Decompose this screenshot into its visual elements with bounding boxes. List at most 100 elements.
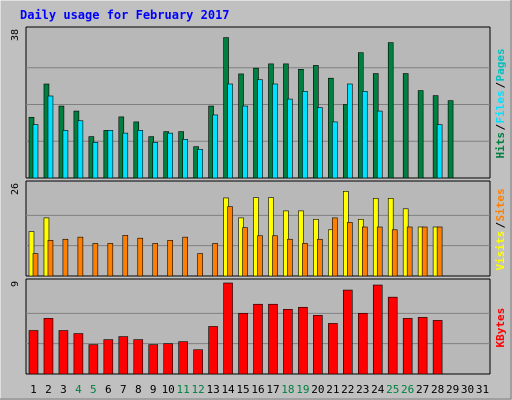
x-tick-day-19: 19 (296, 383, 309, 396)
bar-hits-day-29 (447, 100, 454, 179)
x-axis: 1 2 3 4 5 6 7 8 9 10 11 12 13 14 15 16 17 18 19 20 21 22 23 24 2… (30, 383, 489, 396)
bar-sites-day-6 (107, 243, 114, 277)
x-tick-day-12: 12 (192, 383, 205, 396)
bar-hits-day-25 (387, 42, 394, 179)
bar-kbytes-day-28 (432, 320, 443, 375)
bar-hits-day-26 (402, 73, 409, 179)
bar-files-day-2 (47, 95, 54, 179)
bar-sites-day-18 (287, 238, 293, 277)
bar-hits-day-27 (417, 90, 424, 179)
bar-files-day-12 (197, 149, 203, 179)
x-tick-day-16: 16 (251, 383, 264, 396)
bar-files-day-15 (242, 105, 248, 179)
bar-kbytes-day-9 (148, 344, 159, 375)
bar-kbytes-day-8 (133, 339, 144, 375)
right-label-slash: / (494, 82, 507, 89)
bar-kbytes-day-27 (417, 317, 428, 375)
bar-sites-day-25 (391, 229, 398, 277)
right-label-visits: Visits (494, 231, 507, 271)
bar-kbytes-day-26 (402, 318, 413, 375)
bar-files-day-4 (77, 120, 84, 179)
bar-sites-day-10 (167, 240, 173, 277)
bar-files-day-17 (272, 83, 278, 179)
x-tick-day-4: 4 (75, 383, 82, 396)
bar-kbytes-day-4 (73, 333, 84, 375)
x-tick-day-13: 13 (206, 383, 219, 396)
bar-sites-day-1 (32, 253, 39, 277)
bar-files-day-14 (227, 83, 233, 179)
bar-kbytes-day-10 (163, 343, 173, 375)
bar-sites-day-28 (436, 226, 443, 277)
bar-sites-day-22 (347, 222, 353, 277)
x-tick-day-17: 17 (266, 383, 279, 396)
right-label-kbytes: KBytes (494, 308, 507, 348)
right-label-files: Files (494, 90, 507, 123)
x-tick-day-27: 27 (416, 383, 429, 396)
x-tick-day-14: 14 (221, 383, 235, 396)
bar-files-day-5 (92, 142, 99, 179)
bar-sites-day-26 (406, 226, 413, 277)
x-tick-day-22: 22 (341, 383, 354, 396)
bar-files-day-6 (107, 130, 114, 179)
bar-sites-day-7 (122, 235, 129, 277)
bar-sites-day-2 (47, 240, 54, 277)
bar-kbytes-day-13 (208, 326, 218, 375)
x-tick-day-21: 21 (326, 383, 339, 396)
bar-files-day-24 (376, 110, 383, 179)
bar-sites-day-14 (227, 206, 233, 277)
bar-sites-day-20 (317, 238, 323, 277)
bar-sites-day-12 (197, 253, 203, 277)
bar-sites-day-17 (272, 235, 278, 277)
bar-kbytes-day-6 (103, 339, 114, 375)
y-max-label: 38 (10, 29, 21, 41)
bar-kbytes-day-22 (343, 289, 353, 375)
bar-files-day-9 (152, 142, 159, 179)
bar-kbytes-day-21 (328, 323, 338, 375)
x-tick-day-6: 6 (105, 383, 112, 396)
x-tick-day-26: 26 (401, 383, 414, 396)
x-tick-day-5: 5 (90, 383, 97, 396)
x-tick-day-10: 10 (162, 383, 175, 396)
bar-kbytes-day-25 (387, 296, 398, 375)
bar-kbytes-day-15 (238, 313, 248, 375)
bar-files-day-16 (257, 79, 263, 179)
bar-files-day-21 (332, 121, 338, 179)
x-tick-day-28: 28 (431, 383, 444, 396)
bar-kbytes-day-24 (372, 284, 383, 375)
bar-files-day-11 (182, 139, 188, 179)
right-label-slash: / (494, 124, 507, 131)
bar-sites-day-16 (257, 235, 263, 277)
bar-kbytes-day-12 (193, 349, 203, 375)
x-tick-day-20: 20 (311, 383, 324, 396)
x-tick-day-29: 29 (446, 383, 459, 396)
bar-sites-day-24 (376, 226, 383, 277)
bar-kbytes-day-18 (283, 308, 293, 375)
bar-sites-day-19 (302, 243, 308, 277)
x-tick-day-18: 18 (281, 383, 294, 396)
bar-kbytes-day-19 (298, 306, 308, 375)
bar-sites-day-8 (137, 237, 144, 277)
bar-sites-day-27 (421, 226, 428, 277)
chart-title: Daily usage for February 2017 (20, 8, 230, 22)
right-label-pages: Pages (494, 48, 507, 81)
panel-kbytes: 9 KBytes (10, 278, 507, 375)
x-tick-day-1: 1 (30, 383, 37, 396)
x-tick-day-3: 3 (60, 383, 67, 396)
x-tick-day-15: 15 (236, 383, 249, 396)
bar-files-day-1 (32, 124, 39, 179)
bar-kbytes-day-20 (313, 315, 323, 375)
bar-kbytes-day-16 (253, 303, 263, 375)
bar-kbytes-day-5 (88, 344, 99, 375)
right-label-sites: Sites (494, 188, 507, 221)
bar-files-day-13 (212, 114, 218, 179)
bar-kbytes-day-1 (28, 330, 39, 375)
bar-kbytes-day-14 (223, 282, 233, 375)
bar-sites-day-3 (62, 238, 69, 277)
bar-files-day-23 (361, 91, 368, 179)
bar-kbytes-day-17 (268, 303, 278, 375)
bar-kbytes-day-23 (357, 313, 368, 375)
x-tick-day-25: 25 (386, 383, 399, 396)
